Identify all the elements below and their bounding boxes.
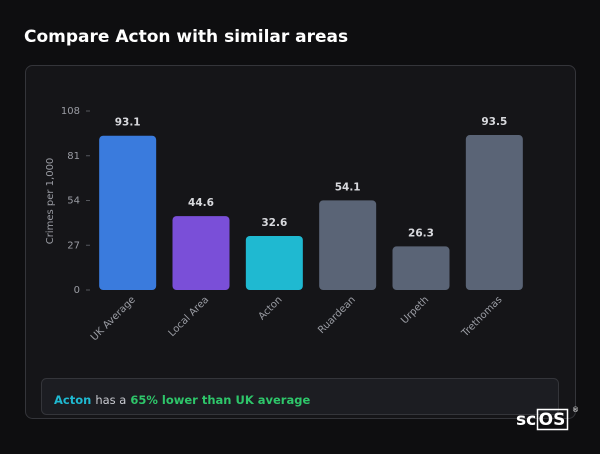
y-tick-label: 81 [67, 151, 80, 162]
y-tick-label: 108 [61, 106, 80, 117]
bar [465, 135, 523, 290]
bar [245, 235, 303, 290]
bar [172, 216, 230, 290]
note: Acton has a 65% lower than UK average [54, 393, 310, 407]
value-label: 26.3 [408, 227, 434, 239]
logo-prefix: sc [516, 410, 536, 430]
y-tick-label: 54 [67, 196, 80, 207]
page-title: Compare Acton with similar areas [24, 27, 348, 47]
bar [319, 200, 377, 290]
bar [392, 246, 450, 290]
note-area: Acton [54, 393, 91, 407]
y-tick-label: 27 [67, 240, 80, 251]
logo-frame [536, 408, 569, 431]
value-label: 44.6 [188, 197, 214, 209]
note-highlight: 65% lower than UK average [130, 393, 310, 407]
value-label: 54.1 [335, 181, 361, 193]
y-axis-label: Crimes per 1,000 [45, 158, 56, 245]
value-label: 93.5 [481, 116, 507, 128]
value-label: 32.6 [261, 217, 287, 229]
logo-box: OS [539, 410, 566, 430]
value-label: 93.1 [115, 117, 141, 129]
logo-mark: ® [572, 406, 579, 414]
note-text: has a [95, 393, 126, 407]
bar [99, 135, 157, 290]
y-tick-label: 0 [74, 285, 80, 296]
note-box [41, 378, 559, 415]
